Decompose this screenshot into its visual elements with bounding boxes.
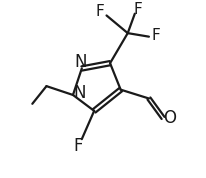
Text: N: N <box>73 84 86 102</box>
Text: F: F <box>74 137 83 155</box>
Text: O: O <box>163 109 176 127</box>
Text: F: F <box>152 28 161 43</box>
Text: F: F <box>95 4 104 19</box>
Text: N: N <box>75 53 87 71</box>
Text: F: F <box>133 2 142 17</box>
